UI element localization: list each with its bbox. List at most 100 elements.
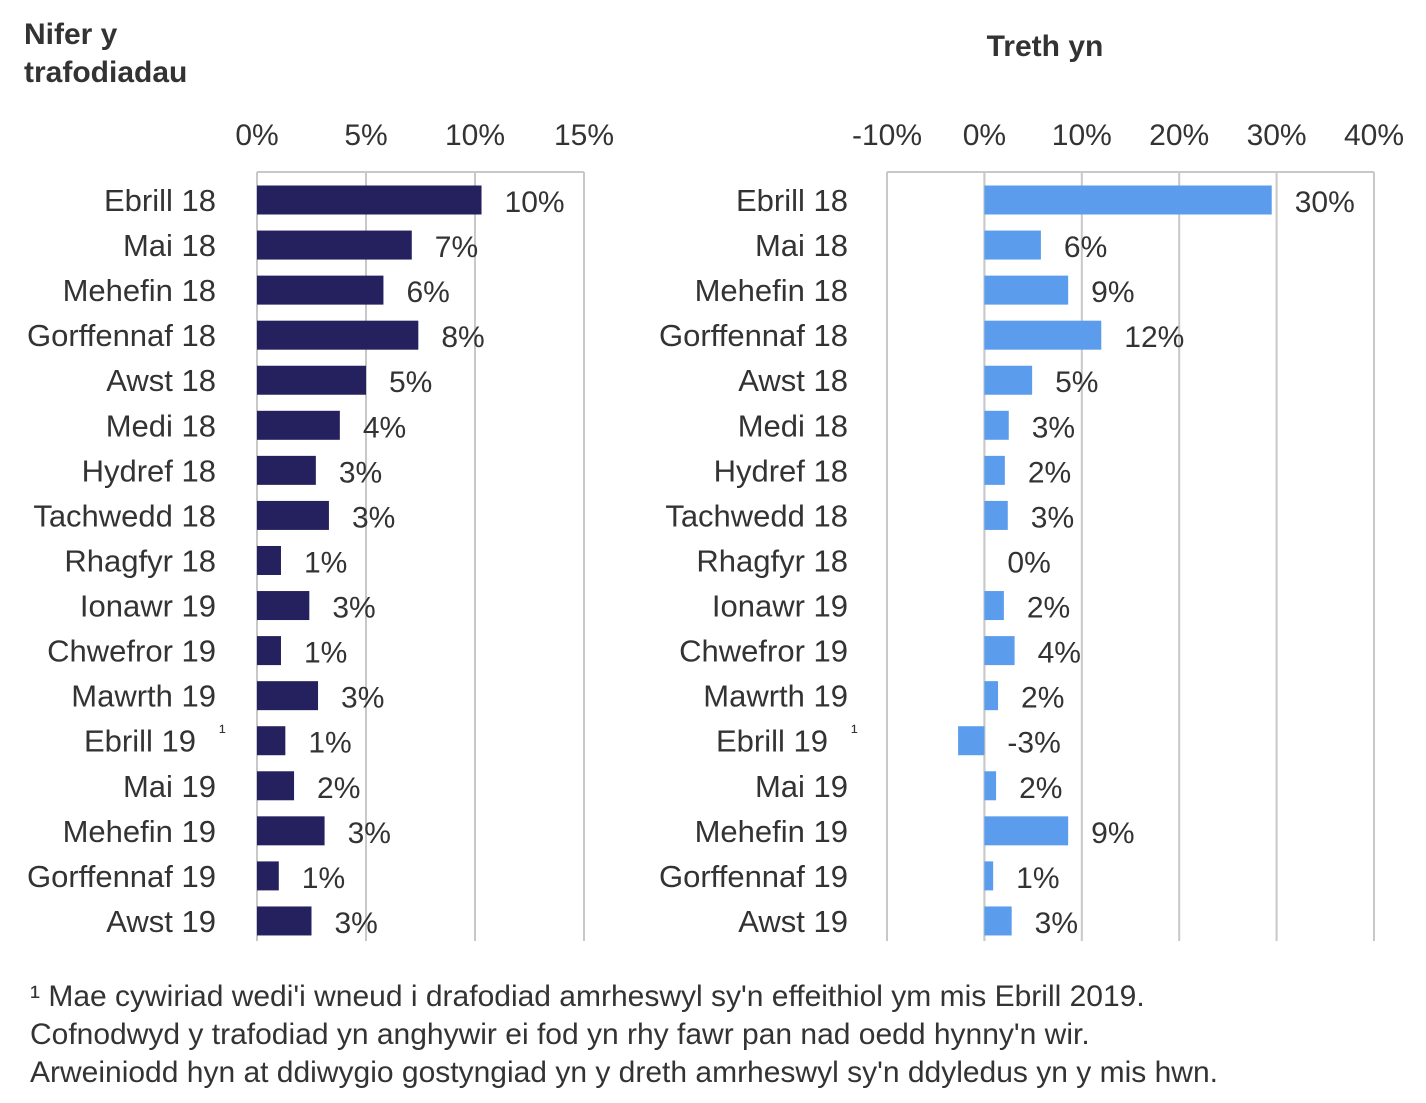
- left-category-note: ¹: [219, 722, 226, 744]
- right-category-label: Mawrth 19: [703, 679, 848, 714]
- left-bar: [257, 726, 286, 756]
- right-bar: [984, 185, 1272, 215]
- footnote: ¹ Mae cywiriad wedi'i wneud i drafodiad …: [30, 978, 1410, 1092]
- left-bar: [257, 185, 482, 215]
- right-category-label: Rhagfyr 18: [696, 543, 848, 578]
- right-data-label: 3%: [1031, 501, 1074, 534]
- right-category-label: Mehefin 19: [695, 814, 848, 849]
- right-x-tick-label: 20%: [1149, 119, 1209, 152]
- left-category-label: Tachwedd 18: [33, 498, 216, 533]
- right-bar: [984, 771, 997, 801]
- left-data-label: 1%: [304, 637, 347, 670]
- left-bar: [257, 365, 366, 395]
- right-category-label: Chwefror 19: [679, 634, 848, 669]
- right-bar: [984, 365, 1033, 395]
- right-x-tick-label: 0%: [963, 119, 1006, 152]
- right-data-label: 2%: [1019, 772, 1062, 805]
- right-bar: [984, 906, 1012, 936]
- right-data-label: 1%: [1016, 862, 1059, 895]
- right-data-label: 4%: [1038, 637, 1081, 670]
- left-category-label: Ebrill 18: [104, 183, 216, 218]
- left-data-label: 10%: [505, 186, 565, 219]
- left-data-label: 1%: [308, 727, 351, 760]
- right-category-label: Ionawr 19: [712, 589, 848, 624]
- left-category-label: Chwefror 19: [47, 634, 216, 669]
- right-x-tick-label: 10%: [1052, 119, 1112, 152]
- right-data-label: 30%: [1295, 186, 1355, 219]
- right-data-label: 9%: [1091, 817, 1134, 850]
- right-bar: [984, 275, 1069, 305]
- left-data-label: 3%: [332, 592, 375, 625]
- right-data-label: 6%: [1064, 231, 1107, 264]
- right-category-label: Medi 18: [738, 408, 848, 443]
- right-category-label: Gorffennaf 19: [659, 859, 848, 894]
- footnote-line-3: Arweiniodd hyn at ddiwygio gostyngiad yn…: [30, 1056, 1218, 1089]
- left-bar: [257, 320, 419, 350]
- left-category-label: Hydref 18: [82, 453, 216, 488]
- left-bar: [257, 455, 316, 485]
- left-bar: [257, 636, 281, 666]
- right-bar: [984, 861, 994, 891]
- left-data-label: 5%: [389, 366, 432, 399]
- left-chart-title-line-1: Nifer y: [24, 18, 118, 51]
- right-bar: [984, 230, 1041, 260]
- left-bar: [257, 906, 312, 936]
- left-data-label: 6%: [406, 276, 449, 309]
- left-data-label: 8%: [441, 321, 484, 354]
- footnote-line-2: Cofnodwyd y trafodiad yn anghywir ei fod…: [30, 1018, 1090, 1051]
- left-category-label: Mehefin 19: [63, 814, 216, 849]
- right-x-tick-label: -10%: [852, 119, 922, 152]
- left-bar: [257, 545, 281, 575]
- right-bar: [984, 591, 1004, 621]
- right-category-label: Ebrill 19: [716, 724, 828, 759]
- right-category-label: Tachwedd 18: [665, 498, 848, 533]
- left-data-label: 1%: [304, 546, 347, 579]
- left-bar: [257, 275, 384, 305]
- charts-canvas: Nifer y trafodiadau 0% 5% 10% 15% Ebrill 18 10%…: [24, 18, 1404, 941]
- right-bar: [984, 816, 1069, 846]
- left-category-label: Awst 19: [106, 904, 216, 939]
- left-bar: [257, 500, 329, 530]
- left-bar: [257, 681, 319, 711]
- left-category-label: Mawrth 19: [71, 679, 216, 714]
- left-category-label: Mai 19: [123, 769, 216, 804]
- right-data-label: 3%: [1035, 907, 1078, 940]
- right-chart-title-line-1: Treth yn: [987, 30, 1104, 63]
- left-data-label: 3%: [348, 817, 391, 850]
- left-data-label: 1%: [302, 862, 345, 895]
- right-category-label: Mai 19: [755, 769, 848, 804]
- right-data-label: 2%: [1027, 592, 1070, 625]
- left-category-label: Rhagfyr 18: [64, 543, 216, 578]
- footnote-line-1: ¹ Mae cywiriad wedi'i wneud i drafodiad …: [30, 980, 1145, 1013]
- left-category-label: Awst 18: [106, 363, 216, 398]
- right-category-label: Awst 18: [738, 363, 848, 398]
- left-bar: [257, 230, 412, 260]
- right-bar: [984, 636, 1015, 666]
- right-bar: [984, 455, 1005, 485]
- left-data-label: 4%: [363, 411, 406, 444]
- right-category-label: Mehefin 18: [695, 273, 848, 308]
- left-category-label: Gorffennaf 18: [27, 318, 216, 353]
- right-category-note: ¹: [851, 722, 858, 744]
- left-x-tick-label: 15%: [554, 119, 614, 152]
- right-category-label: Gorffennaf 18: [659, 318, 848, 353]
- left-bar: [257, 410, 340, 440]
- right-category-label: Hydref 18: [714, 453, 848, 488]
- left-category-label: Ebrill 19: [84, 724, 196, 759]
- left-x-tick-label: 0%: [235, 119, 278, 152]
- right-data-label: -3%: [1007, 727, 1060, 760]
- left-data-label: 3%: [352, 501, 395, 534]
- left-data-label: 3%: [341, 682, 384, 715]
- right-data-label: 0%: [1007, 546, 1050, 579]
- right-bar: [958, 726, 985, 756]
- left-bar: [257, 591, 310, 621]
- right-bar: [984, 410, 1009, 440]
- left-category-label: Mai 18: [123, 228, 216, 263]
- left-data-label: 2%: [317, 772, 360, 805]
- right-bar: [984, 500, 1008, 530]
- left-bar: [257, 771, 295, 801]
- right-bar: [984, 681, 999, 711]
- left-x-tick-label: 5%: [344, 119, 387, 152]
- right-bar: [984, 320, 1102, 350]
- left-chart-title-line-2: trafodiadau: [24, 56, 187, 89]
